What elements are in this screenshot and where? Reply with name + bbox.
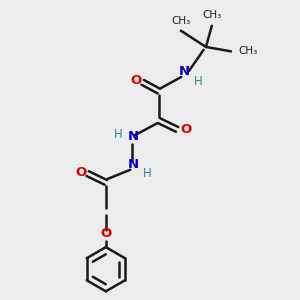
Text: N: N xyxy=(178,65,189,79)
Text: N: N xyxy=(128,130,140,143)
Text: O: O xyxy=(76,166,87,178)
Text: H: H xyxy=(194,75,203,88)
Text: CH₃: CH₃ xyxy=(238,46,258,56)
Text: CH₃: CH₃ xyxy=(171,16,190,26)
Text: H: H xyxy=(143,167,152,180)
Text: H: H xyxy=(114,128,123,141)
Text: O: O xyxy=(100,227,112,240)
Text: O: O xyxy=(130,74,142,87)
Text: O: O xyxy=(180,124,191,136)
Text: CH₃: CH₃ xyxy=(202,11,221,20)
Text: N: N xyxy=(128,158,140,171)
